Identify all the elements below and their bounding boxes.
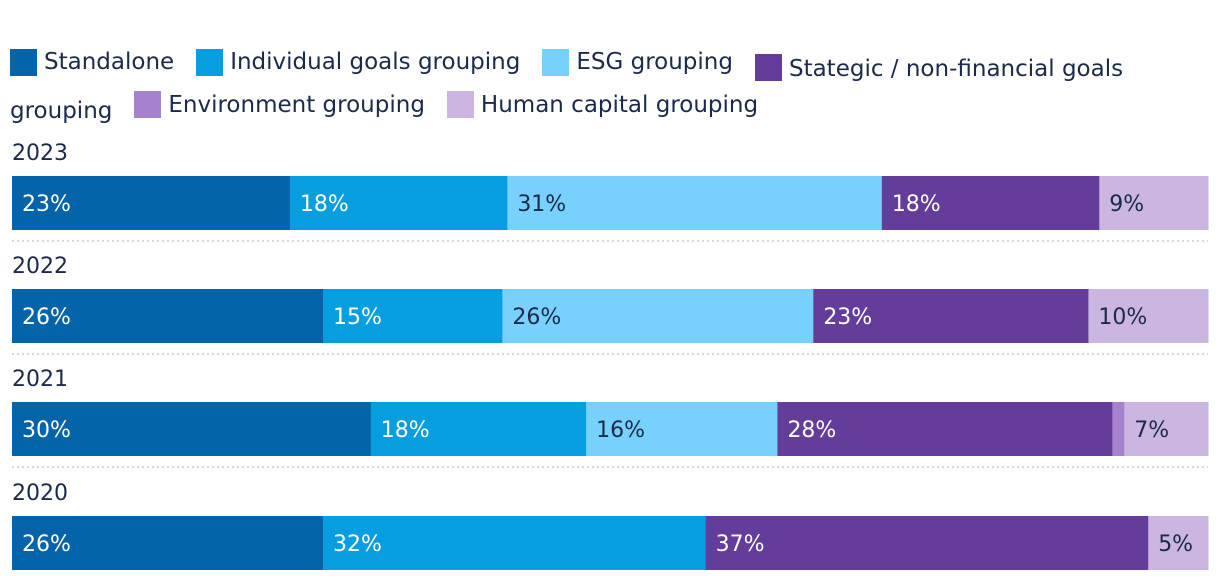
legend-swatch (446, 91, 474, 118)
year-label-2023: 2023 (12, 141, 68, 166)
year-label-2020: 2020 (12, 481, 68, 506)
legend-swatch (134, 91, 162, 118)
bar-segment-2020-human-capital-grouping (1148, 516, 1209, 570)
legend-label: Stategic / non-financial goals grouping (10, 55, 1124, 125)
bar-segment-2021-environment-grouping (1112, 402, 1125, 456)
legend-label: Human capital grouping (480, 91, 759, 118)
year-label-2021: 2021 (12, 367, 68, 392)
bar-label-2021-standalone: 30% (22, 418, 71, 443)
bar-segment-2023-stategic-non-financial-goals-grouping (881, 176, 1100, 230)
legend-swatch (754, 53, 782, 81)
bar-segment-2020-standalone (12, 516, 324, 570)
bar-segment-2023-esg-grouping (507, 176, 883, 230)
bar-segment-2023-standalone (12, 176, 291, 230)
legend-label: Standalone (44, 49, 175, 75)
bar-segment-2021-stategic-non-financial-goals-grouping (777, 402, 1113, 456)
bar-label-2020-individual-goals-grouping: 32% (333, 532, 382, 557)
bar-label-2023-standalone: 23% (22, 192, 71, 217)
legend-item-human-capital-grouping: Human capital grouping (446, 87, 759, 123)
bar-label-2022-standalone: 26% (22, 305, 71, 330)
bar-segment-2020-individual-goals-grouping (322, 516, 707, 570)
bar-label-2023-esg-grouping: 31% (517, 192, 566, 217)
bar-label-2022-stategic-non-financial-goals-grouping: 23% (823, 305, 872, 330)
legend-label: Environment grouping (168, 91, 425, 118)
bar-label-2020-human-capital-grouping: 5% (1158, 532, 1193, 557)
bar-label-2023-stategic-non-financial-goals-grouping: 18% (892, 192, 941, 217)
bar-segment-2023-individual-goals-grouping (289, 176, 508, 230)
bar-segment-2021-individual-goals-grouping (370, 402, 587, 456)
bar-label-2021-esg-grouping: 16% (596, 418, 645, 443)
year-label-2022: 2022 (12, 254, 68, 279)
bar-label-2020-standalone: 26% (22, 532, 71, 557)
legend-label: Individual goals grouping (230, 49, 521, 75)
legend-item-stategic-non-financial-goals-grouping: Stategic / non-financial goals grouping (10, 53, 1124, 125)
bar-label-2020-stategic-non-financial-goals-grouping: 37% (716, 532, 765, 557)
bar-label-2023-human-capital-grouping: 9% (1109, 192, 1144, 217)
bar-segment-2021-human-capital-grouping (1124, 402, 1209, 456)
bar-label-2023-individual-goals-grouping: 18% (300, 192, 349, 217)
bar-segment-2023-human-capital-grouping (1099, 176, 1209, 230)
legend-item-standalone: Standalone (10, 44, 174, 80)
bar-segment-2022-human-capital-grouping (1088, 289, 1209, 343)
bar-segment-2021-standalone (12, 402, 372, 456)
chart-legend: Standalone Individual goals grouping ESG g… (10, 44, 1190, 129)
bar-segment-2022-esg-grouping (502, 289, 814, 343)
legend-item-individual-goals-grouping: Individual goals grouping (196, 44, 520, 80)
legend-label: ESG grouping (576, 49, 733, 75)
bar-label-2021-individual-goals-grouping: 18% (381, 418, 430, 443)
bar-label-2022-human-capital-grouping: 10% (1098, 305, 1147, 330)
bar-segment-2022-stategic-non-financial-goals-grouping (813, 289, 1089, 343)
bar-label-2022-individual-goals-grouping: 15% (333, 305, 382, 330)
bar-segment-2020-stategic-non-financial-goals-grouping (705, 516, 1149, 570)
legend-swatch (10, 48, 37, 76)
legend-item-environment-grouping: Environment grouping (134, 87, 425, 123)
bar-segment-2022-individual-goals-grouping (322, 289, 503, 343)
bar-label-2021-stategic-non-financial-goals-grouping: 28% (787, 418, 836, 443)
bar-label-2022-esg-grouping: 26% (512, 305, 561, 330)
bar-segment-2021-esg-grouping (586, 402, 778, 456)
legend-swatch (196, 48, 224, 76)
legend-swatch (542, 48, 570, 76)
legend-item-esg-grouping: ESG grouping (542, 44, 733, 80)
bar-label-2021-human-capital-grouping: 7% (1134, 418, 1169, 443)
bar-segment-2022-standalone (12, 289, 324, 343)
